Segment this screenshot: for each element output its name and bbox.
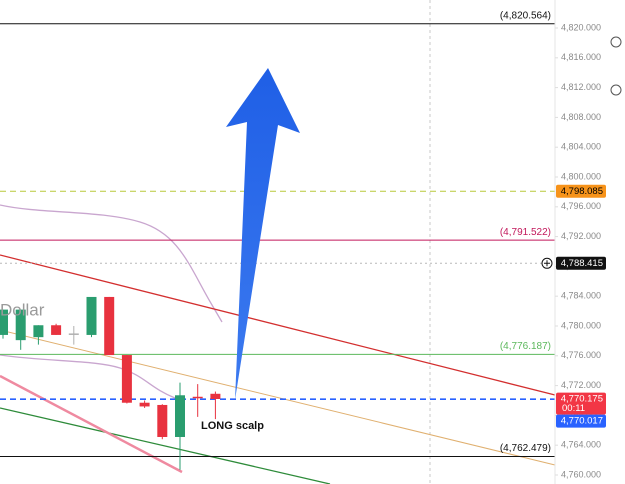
candle-body <box>51 325 62 335</box>
price-tag <box>556 184 606 198</box>
annotation: LONG scalp <box>201 420 264 432</box>
candle-body <box>68 333 79 335</box>
y-tick-label: 4,804.000 <box>561 142 601 152</box>
candle-body <box>121 355 132 403</box>
price-tag <box>556 414 606 428</box>
toolbar-icon[interactable] <box>610 36 622 48</box>
level-label: (4,776.187) <box>500 341 551 352</box>
moving-average <box>0 354 176 399</box>
drawings <box>0 204 556 484</box>
y-tick-label: 4,780.000 <box>561 320 601 330</box>
level-label: (4,762.479) <box>500 443 551 454</box>
y-tick-label: 4,772.000 <box>561 380 601 390</box>
price-tag-label: 4,770.175 <box>561 394 603 405</box>
price-tag-label: 4,798.085 <box>561 186 603 197</box>
y-tick-label: 4,792.000 <box>561 231 601 241</box>
y-tick-label: 4,776.000 <box>561 350 601 360</box>
price-tag-label: 4,788.415 <box>561 258 603 269</box>
candle-body <box>139 402 150 407</box>
y-tick-label: 4,820.000 <box>561 22 601 32</box>
candle-body <box>157 404 168 437</box>
candle-body <box>210 393 221 400</box>
candle-body <box>0 309 8 335</box>
trend-line <box>0 254 556 396</box>
price-tag <box>556 392 606 415</box>
y-tick-label: 4,808.000 <box>561 112 601 122</box>
trend-line <box>0 374 183 474</box>
y-tick-label: 4,812.000 <box>561 82 601 92</box>
levels: (4,820.564) (4,791.522) (4,776.187) (4,762.… <box>0 10 555 458</box>
y-tick-label: 4,760.000 <box>561 469 601 479</box>
price-tag-label: 4,770.017 <box>561 416 603 427</box>
level-label: (4,820.564) <box>500 10 551 21</box>
level-label: (4,791.522) <box>500 227 551 238</box>
y-tick-label: 4,816.000 <box>561 52 601 62</box>
candle-body <box>86 296 97 335</box>
price-tag <box>556 256 606 270</box>
plus-icon <box>544 260 550 267</box>
trend-line <box>0 329 556 466</box>
y-tick-label: 4,796.000 <box>561 201 601 211</box>
arrow <box>226 68 300 400</box>
symbol-text: Dollar <box>0 300 45 319</box>
candle-body <box>175 395 185 437</box>
y-tick-label: 4,764.000 <box>561 440 601 450</box>
price-axis: 4,820.000 4,816.000 4,812.000 4,808.000 4,80… <box>541 0 625 484</box>
candle-body <box>192 396 203 399</box>
countdown: 00:11 <box>562 403 585 414</box>
candles <box>0 296 221 470</box>
candle-body <box>104 296 115 356</box>
trend-line <box>0 407 331 484</box>
candle-body <box>33 325 44 338</box>
y-tick-label: 4,784.000 <box>561 291 601 301</box>
y-tick-label: 4,800.000 <box>561 171 601 181</box>
candle-body <box>15 309 26 341</box>
toolbar <box>606 0 625 484</box>
toolbar-icon[interactable] <box>610 84 622 96</box>
moving-average <box>0 204 223 323</box>
